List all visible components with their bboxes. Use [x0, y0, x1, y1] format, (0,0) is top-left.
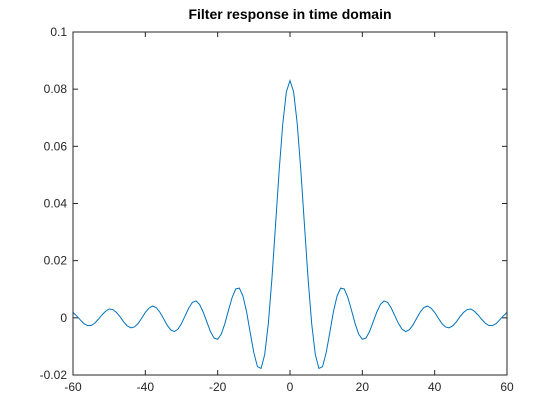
x-tick-label: -20	[209, 380, 227, 394]
x-tick-label: -40	[137, 380, 155, 394]
x-tick-label: 20	[356, 380, 370, 394]
x-tick-label: -60	[64, 380, 82, 394]
y-tick-label: 0	[60, 311, 67, 325]
y-tick-label: 0.02	[44, 254, 68, 268]
plot-area	[73, 32, 507, 375]
y-tick-label: 0.06	[44, 139, 68, 153]
y-tick-label: -0.02	[40, 368, 68, 382]
x-tick-label: 60	[500, 380, 514, 394]
x-tick-label: 40	[428, 380, 442, 394]
chart-title: Filter response in time domain	[188, 6, 391, 22]
data-line	[72, 78, 508, 370]
y-tick-label: 0.08	[44, 82, 68, 96]
x-tick-label: 0	[287, 380, 294, 394]
y-tick-label: 0.04	[44, 197, 68, 211]
y-tick-label: 0.1	[50, 25, 67, 39]
axes-box	[72, 31, 508, 376]
